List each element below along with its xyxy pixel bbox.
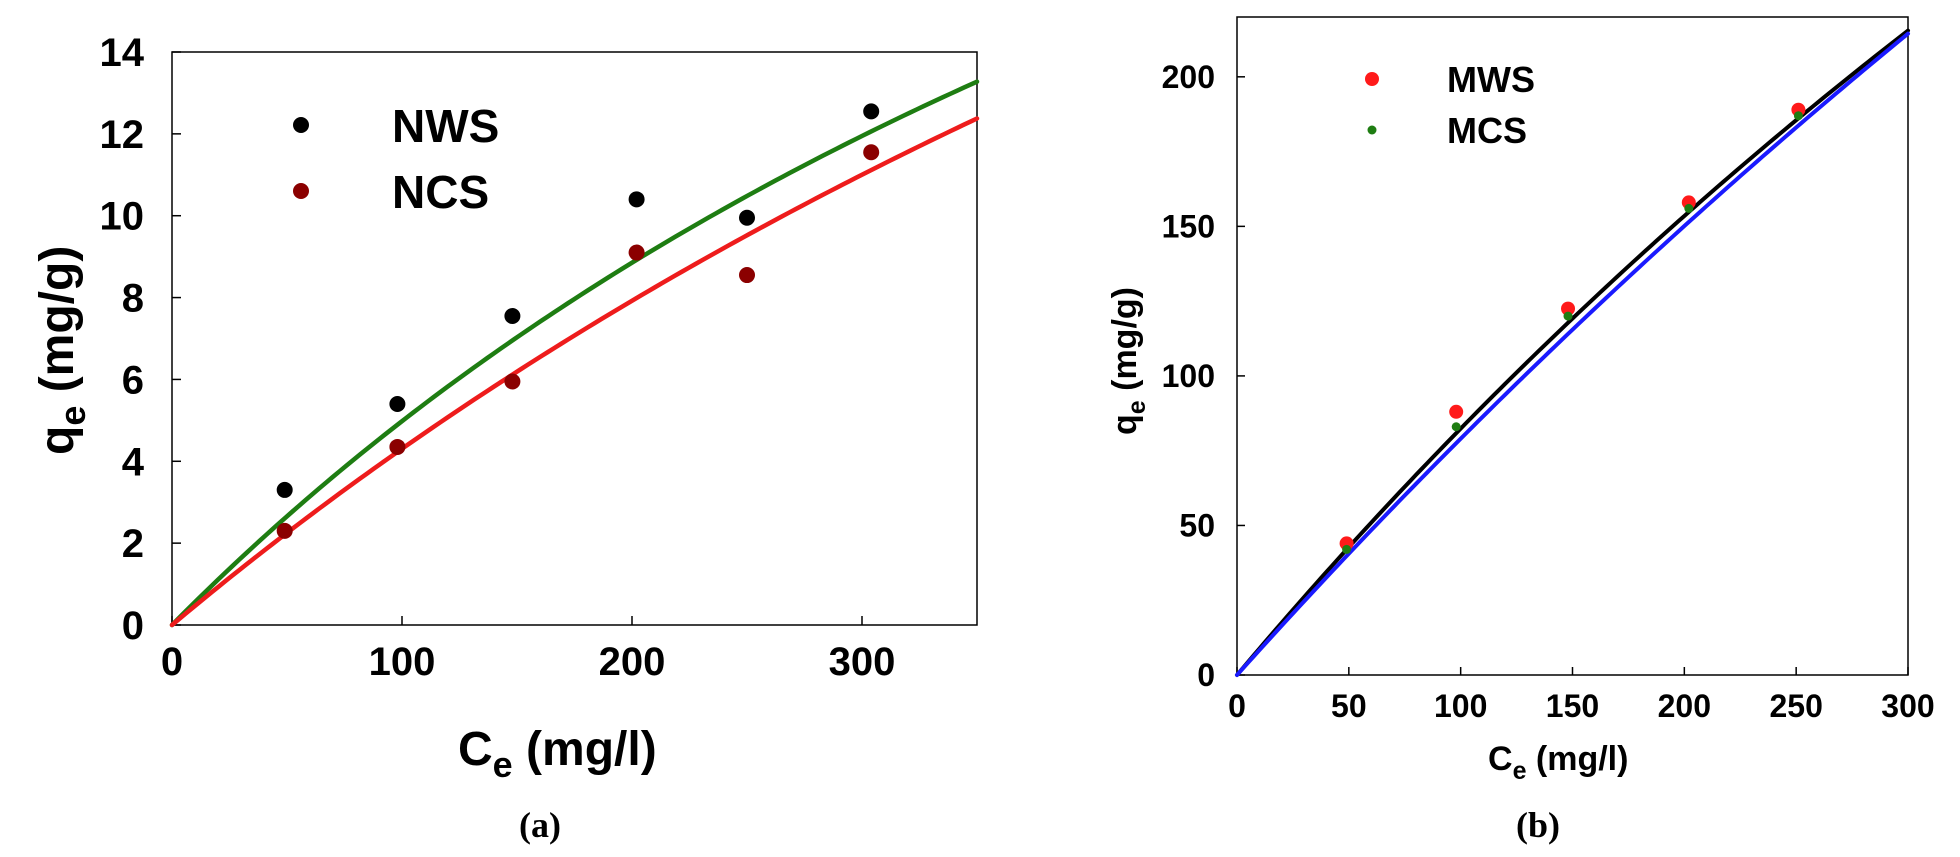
y-tick-label: 0	[1197, 657, 1215, 693]
x-tick-label: 150	[1546, 688, 1599, 724]
y-tick-label: 12	[100, 113, 145, 157]
fit-curve-mws-fit	[1235, 28, 1910, 677]
y-tick-label: 150	[1162, 209, 1215, 245]
data-point-mcs	[1451, 422, 1461, 432]
data-point-nws	[389, 395, 406, 412]
data-point-nws	[276, 481, 293, 498]
data-point-mcs	[1684, 203, 1694, 213]
y-axis-b: 0 50 100 150 200	[1162, 59, 1245, 693]
data-point-ncs	[628, 244, 645, 261]
x-tick-label: 100	[369, 640, 436, 684]
data-point-nws	[739, 209, 755, 226]
y-tick-label: 50	[1179, 508, 1215, 544]
y-axis-a: 0 2 4 6 8 10 12 14	[100, 31, 181, 648]
data-point-mws	[1561, 301, 1576, 316]
x-tick-label: 50	[1331, 688, 1367, 724]
y-tick-label: 10	[100, 195, 145, 239]
x-tick-label: 300	[829, 640, 896, 684]
fit-curves-a	[169, 79, 980, 628]
legend-label-ncs: NCS	[392, 166, 489, 218]
fit-curves-b	[1235, 28, 1910, 677]
y-tick-label: 14	[100, 31, 145, 75]
legend-marker-mws	[1365, 72, 1379, 86]
y-tick-label: 100	[1162, 358, 1215, 394]
plot-frame-a	[171, 51, 978, 626]
caption-a: (a)	[519, 805, 561, 845]
data-point-mws	[1449, 404, 1464, 419]
legend-label-mcs: MCS	[1447, 110, 1527, 151]
caption-b: (b)	[1516, 805, 1560, 845]
x-axis-a: 0 100 200 300	[161, 616, 896, 684]
legend-label-mws: MWS	[1447, 59, 1535, 100]
y-tick-label: 6	[122, 358, 144, 402]
fit-curve-ncs-fit	[169, 116, 980, 628]
data-point-mcs	[1342, 544, 1352, 554]
data-points-b	[1339, 102, 1806, 554]
y-tick-label: 0	[122, 604, 144, 648]
data-point-ncs	[389, 438, 406, 455]
x-tick-label: 200	[1658, 688, 1711, 724]
x-tick-label: 100	[1434, 688, 1487, 724]
data-point-ncs	[504, 373, 521, 390]
legend-marker-mcs	[1367, 125, 1377, 135]
legend-a: NWS NCS	[293, 100, 499, 218]
legend-b: MWS MCS	[1365, 59, 1535, 151]
data-point-ncs	[739, 267, 755, 284]
legend-marker-nws	[293, 117, 309, 133]
fit-curve-nws-fit	[169, 79, 980, 628]
y-axis-title-a: qe (mg/g)	[31, 246, 93, 455]
legend-label-nws: NWS	[392, 100, 499, 152]
x-tick-label: 0	[161, 640, 183, 684]
x-tick-label: 200	[599, 640, 666, 684]
y-tick-label: 200	[1162, 59, 1215, 95]
x-axis-title-b: Ce (mg/l)	[1488, 740, 1628, 785]
chart-panel-a: 0 2 4 6 8 10 12 14 0 100 200 300 NWS NCS Ce (mg/l)…	[31, 31, 980, 845]
data-point-mcs	[1793, 111, 1803, 121]
x-axis-b: 0 50 100 150 200 250 300	[1228, 667, 1935, 724]
y-tick-label: 8	[122, 277, 144, 321]
y-tick-label: 2	[122, 522, 144, 566]
y-axis-title-b: qe (mg/g)	[1106, 287, 1151, 435]
data-point-ncs	[276, 522, 293, 539]
x-tick-label: 0	[1228, 688, 1246, 724]
data-point-mcs	[1563, 311, 1573, 321]
data-point-ncs	[863, 144, 880, 161]
data-point-nws	[863, 103, 880, 120]
data-points-a	[276, 103, 880, 539]
data-point-nws	[504, 307, 521, 324]
x-tick-label: 300	[1881, 688, 1934, 724]
y-tick-label: 4	[122, 440, 145, 484]
x-axis-title-a: Ce (mg/l)	[458, 723, 657, 785]
legend-marker-ncs	[293, 183, 309, 199]
fit-curve-mcs-fit	[1235, 31, 1910, 677]
x-tick-label: 250	[1769, 688, 1822, 724]
data-point-nws	[628, 191, 645, 208]
